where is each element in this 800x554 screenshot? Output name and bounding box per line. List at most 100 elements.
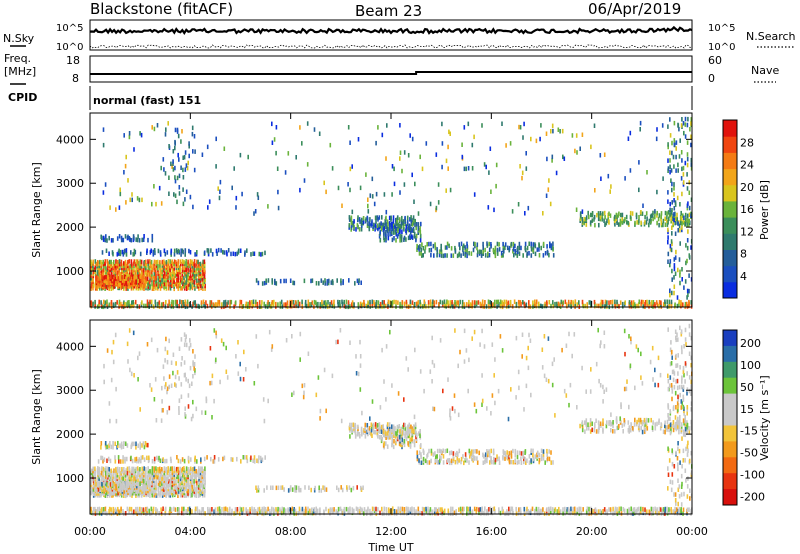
range-gate-cell	[509, 509, 512, 514]
range-gate-cell	[175, 299, 177, 305]
range-gate-cell	[434, 242, 436, 247]
range-gate-cell	[648, 222, 650, 228]
range-gate-cell	[280, 485, 282, 490]
range-gate-cell	[425, 141, 428, 146]
range-gate-cell	[124, 456, 126, 462]
range-gate-cell	[389, 232, 391, 237]
range-gate-cell	[231, 185, 233, 191]
range-gate-cell	[123, 284, 126, 289]
range-gate-cell	[667, 190, 669, 195]
range-gate-cell	[157, 282, 160, 287]
range-gate-cell	[671, 231, 673, 236]
range-gate-cell	[351, 507, 354, 512]
range-gate-cell	[348, 485, 351, 490]
range-gate-cell	[124, 234, 127, 239]
range-gate-cell	[546, 249, 549, 255]
range-gate-cell	[164, 132, 167, 137]
range-gate-cell	[640, 506, 642, 512]
range-gate-cell	[525, 166, 528, 171]
range-gate-cell	[227, 300, 229, 305]
range-gate-cell	[671, 225, 673, 230]
range-gate-cell	[350, 422, 353, 428]
range-gate-cell	[374, 424, 377, 429]
range-gate-cell	[644, 220, 646, 225]
range-gate-cell	[276, 509, 279, 514]
range-gate-cell	[391, 226, 393, 232]
range-gate-cell	[383, 235, 385, 241]
noise-panel-frame	[89, 19, 693, 51]
range-gate-cell	[386, 219, 389, 224]
range-gate-cell	[132, 300, 134, 305]
range-gate-cell	[173, 489, 175, 494]
range-gate-cell	[173, 192, 175, 197]
range-gate-cell	[303, 278, 306, 284]
range-gate-cell	[144, 483, 146, 488]
range-gate-cell	[306, 162, 309, 167]
range-gate-cell	[506, 454, 508, 460]
range-gate-cell	[399, 236, 402, 241]
range-gate-cell	[686, 301, 688, 307]
range-gate-cell	[363, 428, 365, 433]
range-gate-cell	[167, 261, 169, 266]
range-gate-cell	[440, 449, 443, 454]
range-gate-cell	[98, 471, 100, 476]
range-gate-cell	[424, 245, 427, 250]
range-gate-cell	[171, 492, 174, 498]
range-gate-cell	[677, 168, 679, 173]
range-gate-cell	[487, 511, 490, 516]
range-gate-cell	[108, 272, 110, 277]
range-gate-cell	[394, 426, 396, 431]
range-gate-cell	[103, 487, 105, 492]
range-gate-cell	[357, 424, 359, 430]
range-gate-cell	[132, 274, 134, 279]
range-gate-cell	[92, 472, 94, 477]
freq-panel: 18 8 60 0	[66, 54, 722, 85]
range-gate-cell	[295, 155, 297, 160]
range-gate-cell	[409, 230, 412, 235]
range-gate-cell	[620, 212, 622, 218]
range-gate-cell	[123, 261, 125, 266]
range-gate-cell	[189, 194, 192, 200]
range-gate-cell	[255, 485, 257, 490]
range-gate-cell	[667, 259, 669, 264]
range-gate-cell	[557, 301, 560, 307]
range-gate-cell	[117, 506, 119, 512]
range-gate-cell	[435, 299, 438, 305]
range-gate-cell	[547, 187, 550, 192]
range-gate-cell	[684, 134, 687, 139]
range-gate-cell	[90, 282, 93, 287]
range-gate-cell	[354, 428, 356, 433]
range-gate-cell	[149, 299, 151, 305]
range-gate-cell	[359, 185, 362, 191]
range-gate-cell	[92, 468, 94, 474]
range-gate-cell	[263, 280, 266, 286]
range-gate-cell	[258, 455, 260, 460]
range-gate-cell	[187, 488, 190, 494]
range-gate-cell	[201, 276, 204, 281]
range-gate-cell	[255, 299, 257, 305]
range-gate-cell	[429, 299, 432, 304]
range-gate-cell	[173, 282, 176, 287]
range-gate-cell	[371, 506, 374, 512]
range-gate-cell	[673, 138, 676, 143]
range-gate-cell	[339, 302, 341, 307]
range-gate-cell	[199, 474, 202, 480]
range-gate-cell	[667, 166, 670, 171]
range-gate-cell	[482, 245, 484, 250]
range-gate-cell	[174, 193, 177, 198]
range-gate-cell	[202, 286, 204, 291]
range-gate-cell	[648, 304, 650, 309]
range-gate-cell	[147, 488, 149, 494]
range-gate-cell	[191, 509, 193, 514]
range-gate-cell	[196, 506, 199, 511]
range-gate-cell	[201, 466, 203, 471]
range-gate-cell	[252, 302, 255, 307]
range-gate-cell	[168, 175, 170, 180]
range-gate-cell	[438, 252, 441, 258]
range-gate-cell	[253, 251, 256, 256]
range-gate-cell	[98, 302, 100, 307]
range-gate-cell	[195, 487, 198, 492]
range-gate-cell	[234, 507, 237, 512]
range-gate-cell	[650, 213, 653, 218]
range-gate-cell	[407, 506, 409, 512]
